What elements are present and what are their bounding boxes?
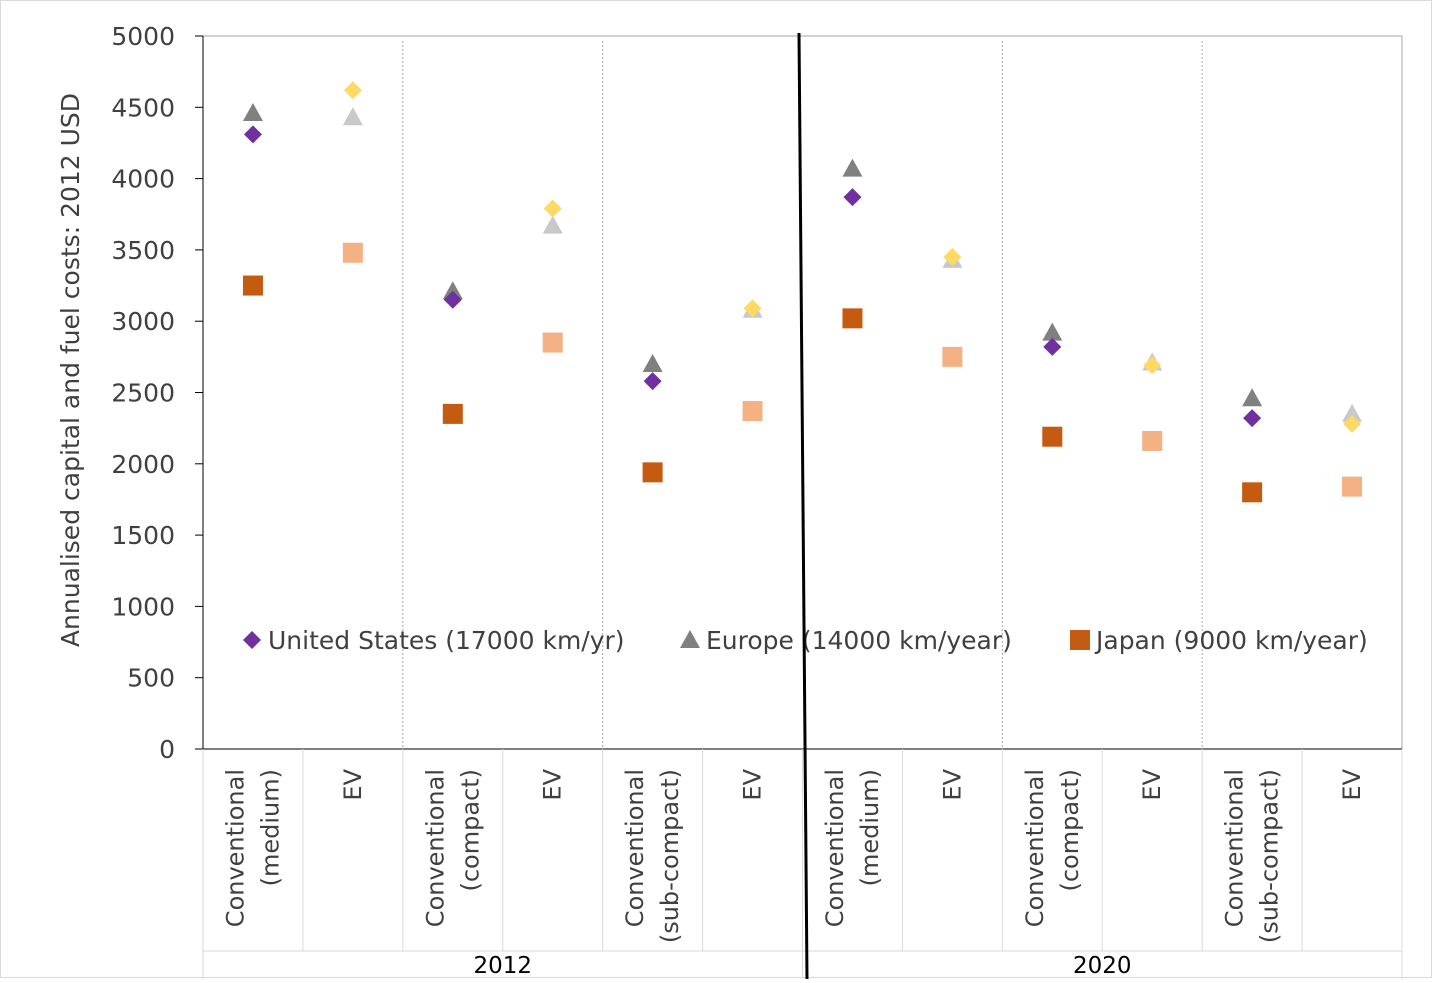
data-point-square — [942, 346, 963, 367]
data-point-diamond — [443, 290, 462, 309]
data-point-triangle — [1242, 388, 1263, 407]
y-axis: 0 500 1000 1500 2000 2500 3000 3500 4000 4500 5000 — [111, 22, 204, 764]
x-tick-label: EV — [938, 768, 966, 800]
data-point-diamond — [743, 299, 762, 318]
y-tick-label: 2500 — [111, 379, 175, 408]
x-tick-label: EV — [739, 768, 767, 800]
data-point-square — [842, 308, 863, 329]
x-tick-label: Conventional (medium) — [221, 769, 284, 927]
x-tick-label: Conventional (sub-compact) — [621, 769, 684, 943]
x-tick-label: EV — [1338, 768, 1366, 800]
x-tick-label: Conventional (medium) — [821, 769, 884, 927]
y-tick-label: 3500 — [111, 236, 175, 265]
data-point-square — [442, 403, 463, 424]
data-point-triangle — [1342, 403, 1363, 422]
x-tick-label: Conventional (compact) — [1021, 769, 1084, 927]
data-point-triangle — [1042, 322, 1063, 341]
x-tick-label-line: EV — [739, 768, 767, 800]
legend-label: Europe (14000 km/year) — [706, 626, 1012, 655]
data-point-triangle — [442, 281, 463, 300]
x-tick-label: EV — [539, 768, 567, 800]
y-tick-label: 500 — [127, 664, 175, 693]
data-point-triangle — [842, 158, 863, 177]
x-tick-label-line: (sub-compact) — [1256, 769, 1284, 943]
data-point-triangle — [342, 107, 363, 126]
y-axis-label: Annualised capital and fuel costs: 2012 … — [56, 93, 85, 647]
data-point-diamond — [543, 199, 562, 218]
x-tick-label: EV — [1138, 768, 1166, 800]
y-tick-label: 0 — [159, 735, 175, 764]
y-tick-label: 2000 — [111, 450, 175, 479]
data-point-square — [242, 275, 263, 296]
y-tick-label: 5000 — [111, 22, 175, 51]
legend-marker-square — [1070, 630, 1090, 650]
y-tick-label: 3000 — [111, 307, 175, 336]
x-group-label: 2012 — [473, 953, 532, 979]
legend-label: Japan (9000 km/year) — [1094, 626, 1368, 655]
data-point-triangle — [242, 103, 263, 122]
data-point-square — [542, 332, 563, 353]
data-point-square — [742, 401, 763, 422]
legend-marker-triangle — [680, 630, 700, 648]
x-tick-label-line: Conventional — [221, 769, 249, 927]
data-point-diamond — [943, 248, 962, 267]
data-point-diamond — [343, 81, 362, 100]
data-points — [242, 81, 1363, 503]
x-tick-label: Conventional (sub-compact) — [1221, 769, 1284, 943]
period-divider-line — [797, 32, 809, 980]
x-tick-label-line: (medium) — [256, 769, 284, 886]
x-tick-label: EV — [339, 768, 367, 800]
legend-marker-diamond — [243, 631, 261, 649]
legend: United States (17000 km/yr) Europe (14000… — [243, 626, 1368, 655]
x-group-label: 2020 — [1073, 953, 1132, 979]
data-point-diamond — [1043, 337, 1062, 356]
data-point-diamond — [843, 188, 862, 207]
x-tick-label-line: (medium) — [856, 769, 884, 886]
data-point-diamond — [243, 125, 262, 144]
x-tick-label-line: Conventional — [821, 769, 849, 927]
y-tick-label: 4500 — [111, 93, 175, 122]
data-point-square — [1042, 426, 1063, 447]
x-tick-label-line: Conventional — [621, 769, 649, 927]
x-tick-label-line: EV — [938, 768, 966, 800]
data-point-square — [342, 242, 363, 263]
x-axis: Conventional (medium) EV Conventional (compa… — [202, 748, 1403, 979]
plot-area — [203, 35, 1403, 749]
data-point-square — [1342, 476, 1363, 497]
y-tick-label: 1500 — [111, 521, 175, 550]
data-point-square — [1242, 482, 1263, 503]
data-point-triangle — [542, 215, 563, 234]
data-point-diamond — [1143, 356, 1162, 375]
x-tick-label-line: Conventional — [1021, 769, 1049, 927]
x-tick-label-line: Conventional — [421, 769, 449, 927]
x-tick-label-line: EV — [339, 768, 367, 800]
y-tick-label: 4000 — [111, 165, 175, 194]
data-point-diamond — [643, 372, 662, 391]
x-tick-label-line: (compact) — [1056, 769, 1084, 892]
x-tick-label-line: Conventional — [1221, 769, 1249, 927]
x-tick-label-line: (compact) — [456, 769, 484, 892]
x-tick-label-line: EV — [539, 768, 567, 800]
legend-label: United States (17000 km/yr) — [268, 626, 625, 655]
x-tick-label: Conventional (compact) — [421, 769, 484, 927]
data-point-square — [642, 462, 663, 483]
data-point-square — [1142, 430, 1163, 451]
x-tick-label-line: EV — [1338, 768, 1366, 800]
x-tick-label-line: EV — [1138, 768, 1166, 800]
data-point-diamond — [1343, 414, 1362, 433]
data-point-triangle — [642, 353, 663, 372]
data-point-diamond — [1243, 409, 1262, 428]
y-tick-label: 1000 — [111, 592, 175, 621]
x-tick-label-line: (sub-compact) — [656, 769, 684, 943]
